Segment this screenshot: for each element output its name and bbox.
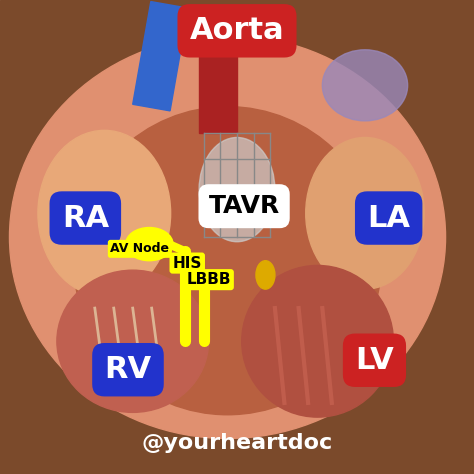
Ellipse shape (73, 107, 382, 415)
Ellipse shape (322, 50, 408, 121)
Text: RV: RV (104, 355, 152, 384)
Text: LV: LV (355, 346, 394, 375)
Ellipse shape (9, 36, 446, 438)
Bar (133, 1, 188, 111)
Text: LBBB: LBBB (186, 272, 231, 287)
Text: Aorta: Aorta (190, 16, 284, 46)
Text: TAVR: TAVR (209, 194, 280, 218)
Ellipse shape (57, 270, 209, 412)
Bar (199, 38, 237, 133)
Ellipse shape (199, 137, 275, 242)
Ellipse shape (256, 261, 275, 289)
Ellipse shape (306, 137, 424, 289)
Text: HIS: HIS (173, 255, 202, 271)
Ellipse shape (38, 130, 171, 296)
Ellipse shape (126, 228, 173, 261)
Text: AV Node: AV Node (110, 242, 169, 255)
Ellipse shape (242, 265, 393, 417)
Text: @yourheartdoc: @yourheartdoc (141, 433, 333, 453)
Text: LA: LA (367, 203, 410, 233)
Text: RA: RA (62, 203, 109, 233)
